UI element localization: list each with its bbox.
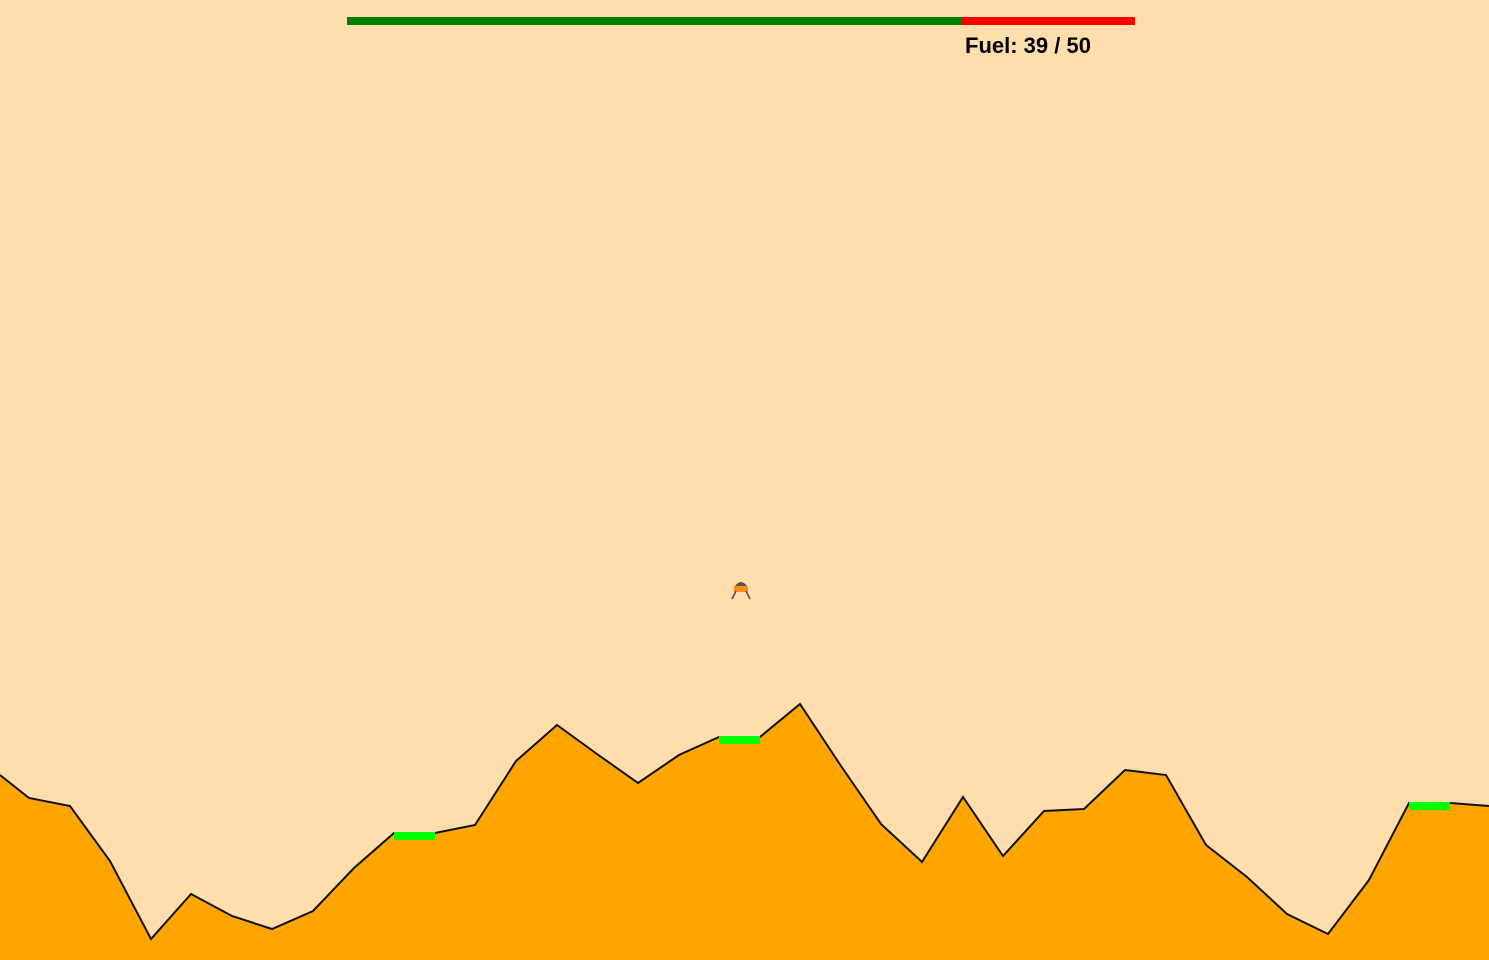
fuel-bar (347, 17, 1135, 25)
fuel-bar-fill (347, 17, 962, 25)
landing-pad-2 (719, 736, 760, 744)
landing-pad-3 (1409, 802, 1450, 810)
lunar-lander-icon (731, 582, 751, 600)
ground (0, 704, 1489, 960)
fuel-readout: Fuel: 39 / 50 (965, 33, 1091, 58)
landing-pad-1 (394, 832, 435, 840)
